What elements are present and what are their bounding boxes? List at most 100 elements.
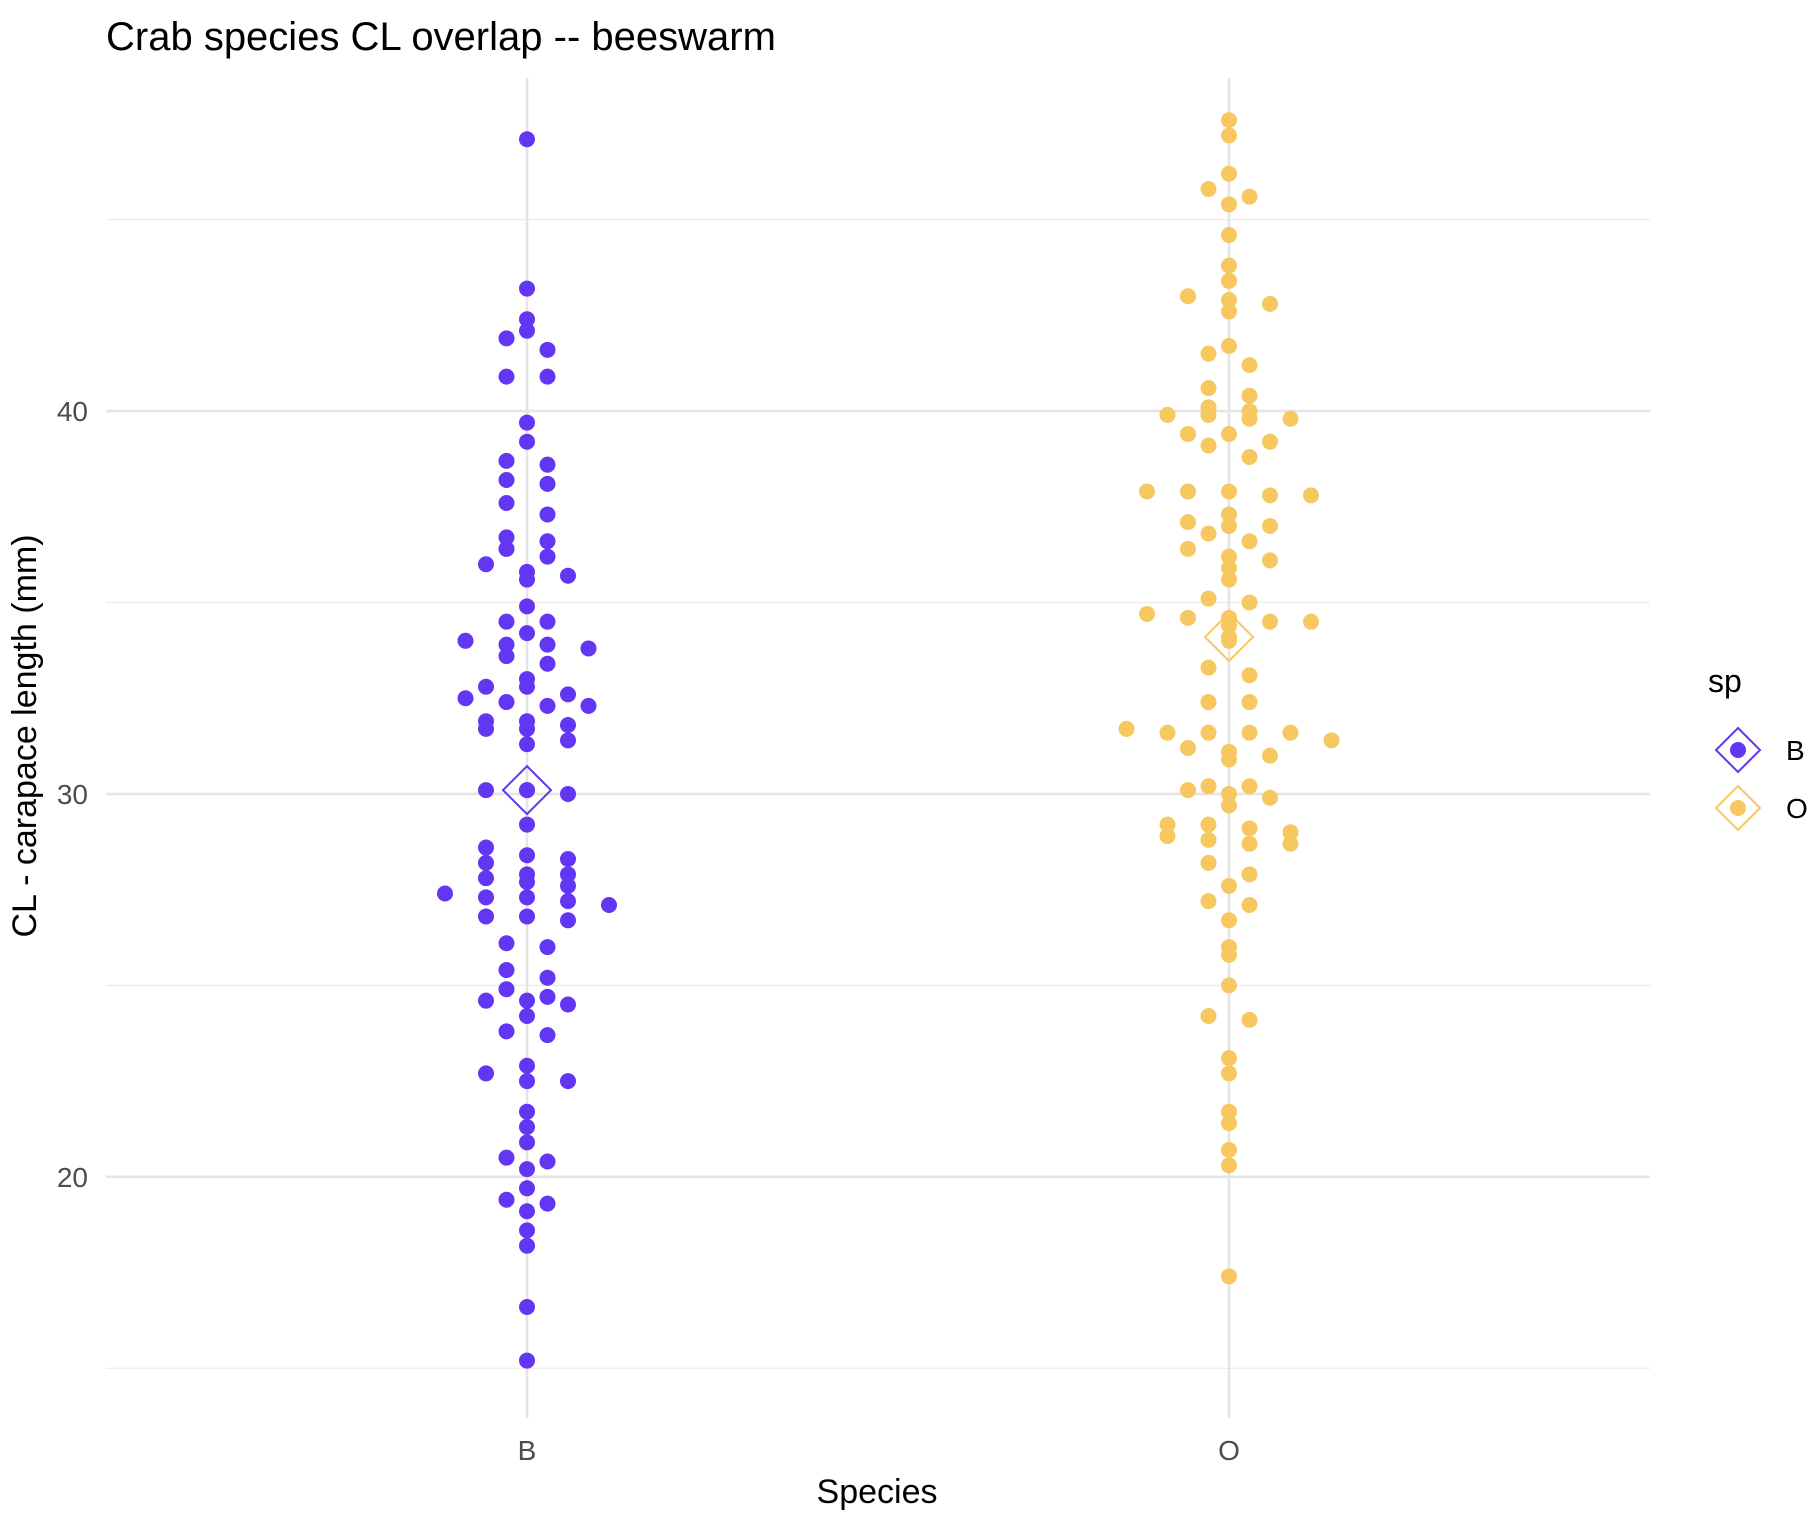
data-point — [498, 540, 515, 557]
data-point — [539, 506, 556, 523]
data-point — [539, 368, 556, 385]
data-point — [1221, 548, 1237, 565]
data-point — [498, 529, 515, 546]
data-point — [519, 311, 535, 328]
legend-label-o: O — [1786, 793, 1808, 824]
data-point — [1221, 571, 1237, 588]
data-point — [1200, 893, 1217, 910]
legend-entry-b: B — [1711, 726, 1805, 774]
data-point — [519, 598, 535, 615]
data-point — [1159, 406, 1176, 423]
data-point — [1221, 1142, 1237, 1158]
data-point — [519, 1222, 535, 1239]
data-point — [1118, 720, 1135, 737]
data-point — [519, 992, 535, 1009]
legend: sp B O — [1708, 663, 1808, 832]
mean-diamond — [501, 764, 553, 816]
data-point — [1241, 449, 1258, 466]
data-point — [560, 785, 576, 802]
data-point — [1221, 196, 1237, 213]
data-point — [539, 939, 556, 956]
data-point — [1221, 272, 1237, 289]
data-point — [601, 896, 617, 913]
data-point — [1200, 854, 1217, 871]
data-point — [580, 640, 597, 657]
legend-title: sp — [1708, 663, 1742, 699]
data-point — [519, 571, 535, 588]
data-point — [560, 893, 576, 910]
data-point — [1180, 288, 1196, 305]
data-point — [539, 548, 556, 565]
data-point — [498, 694, 515, 711]
data-point — [539, 456, 556, 473]
legend-dot-b-icon — [1730, 742, 1746, 758]
data-point — [498, 472, 515, 488]
data-point — [498, 330, 515, 347]
data-point — [1241, 387, 1258, 404]
legend-dot-o-icon — [1730, 800, 1746, 816]
data-point — [1221, 338, 1237, 354]
data-point — [1200, 380, 1217, 397]
data-point — [1262, 487, 1278, 504]
data-point — [519, 433, 535, 450]
data-point — [478, 678, 494, 695]
data-point — [560, 717, 576, 734]
data-point — [1262, 747, 1278, 764]
data-point — [1221, 617, 1237, 634]
data-point — [1180, 426, 1196, 443]
data-point — [478, 556, 494, 573]
data-point — [1241, 188, 1258, 205]
data-point — [519, 889, 535, 906]
data-point — [1200, 778, 1217, 795]
y-tick-label: 20 — [57, 1162, 88, 1193]
y-tick-label: 40 — [57, 396, 88, 427]
data-point — [1221, 303, 1237, 320]
data-point — [519, 414, 535, 431]
data-point — [1180, 740, 1196, 756]
data-point — [1159, 816, 1176, 833]
data-point — [1241, 724, 1258, 741]
data-point — [519, 1161, 535, 1178]
data-point — [478, 839, 494, 856]
data-point — [478, 889, 494, 906]
data-point — [539, 1153, 556, 1170]
data-point — [498, 1191, 515, 1208]
legend-label-b: B — [1786, 735, 1805, 766]
data-points — [437, 112, 1340, 1369]
data-point — [560, 686, 576, 703]
data-point — [1221, 877, 1237, 894]
data-point — [1180, 540, 1196, 557]
data-point — [498, 452, 515, 469]
data-point — [1241, 866, 1258, 883]
data-point — [1262, 517, 1278, 534]
data-point — [539, 655, 556, 672]
data-point — [560, 996, 576, 1013]
data-point — [1262, 613, 1278, 630]
legend-diamond-o-icon — [1714, 784, 1762, 832]
data-point — [1200, 724, 1217, 741]
data-point — [539, 341, 556, 358]
data-point — [539, 969, 556, 986]
x-tick-label: O — [1218, 1435, 1240, 1466]
data-point — [457, 632, 474, 649]
data-point — [498, 368, 515, 385]
data-point — [498, 613, 515, 630]
data-point — [519, 1298, 535, 1315]
data-point — [1221, 506, 1237, 523]
data-point — [519, 908, 535, 925]
data-point — [539, 1027, 556, 1044]
data-point — [1200, 525, 1217, 542]
data-point — [498, 648, 515, 665]
data-point — [498, 1149, 515, 1166]
data-point — [519, 1203, 535, 1220]
data-point — [1221, 517, 1237, 534]
data-point — [1200, 590, 1217, 607]
data-point — [1221, 1268, 1237, 1285]
data-point — [498, 1023, 515, 1040]
data-point — [1241, 410, 1258, 427]
data-point — [1282, 835, 1299, 852]
data-point — [1241, 835, 1258, 852]
data-point — [580, 697, 597, 714]
